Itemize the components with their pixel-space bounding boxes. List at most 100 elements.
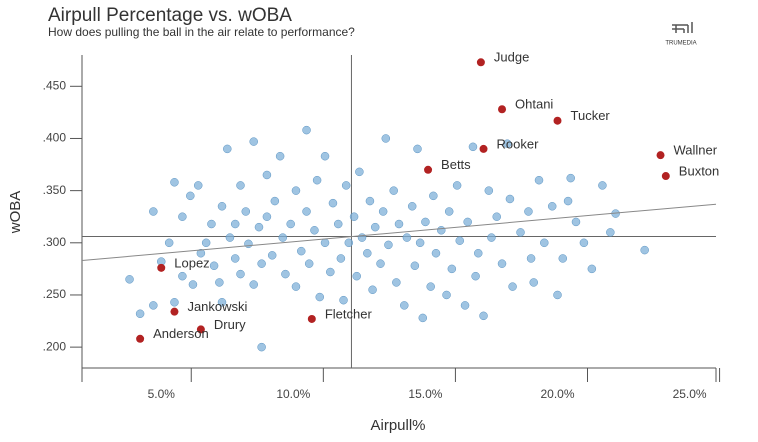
data-point — [149, 301, 158, 310]
data-point — [257, 259, 266, 268]
point-label: Tucker — [571, 108, 611, 123]
highlight-point — [661, 172, 670, 181]
data-point — [209, 261, 219, 271]
data-point — [291, 186, 301, 195]
point-label: Drury — [214, 317, 246, 332]
x-tick-label: 5.0% — [148, 387, 176, 401]
point-label: Betts — [441, 157, 471, 172]
data-point — [149, 207, 158, 216]
data-point — [315, 292, 324, 302]
point-label: Jankowski — [187, 299, 247, 314]
data-point — [460, 301, 470, 310]
data-point — [563, 196, 573, 206]
data-point — [244, 239, 253, 249]
data-point — [320, 151, 330, 161]
data-point — [281, 269, 290, 279]
data-point — [413, 144, 422, 154]
data-point — [598, 181, 607, 190]
x-tick-label: 10.0% — [276, 387, 310, 401]
data-point — [437, 226, 446, 235]
data-point — [341, 181, 351, 190]
data-point — [201, 238, 211, 248]
highlight-point — [479, 144, 488, 153]
data-point — [447, 264, 457, 274]
data-point — [442, 290, 451, 300]
data-point — [230, 254, 240, 263]
y-tick-label: .200 — [43, 339, 67, 353]
data-point — [587, 264, 597, 274]
data-point — [262, 170, 272, 180]
x-tick-label: 25.0% — [673, 387, 707, 401]
data-point — [217, 298, 227, 307]
data-point — [421, 217, 430, 227]
data-point — [553, 290, 562, 300]
data-point — [463, 217, 472, 227]
data-point — [402, 233, 412, 242]
data-point — [526, 254, 536, 263]
point-label: Ohtani — [515, 97, 553, 112]
highlight-point — [553, 116, 562, 125]
data-point — [135, 309, 145, 318]
highlight-point — [136, 334, 145, 343]
data-point — [215, 278, 224, 287]
data-point — [394, 219, 404, 229]
data-point — [164, 238, 174, 248]
data-point — [370, 222, 380, 232]
point-label: Lopez — [174, 255, 209, 270]
data-point — [474, 248, 483, 258]
data-point — [384, 240, 393, 250]
data-point — [254, 222, 264, 232]
highlight-point — [424, 165, 433, 174]
data-point — [320, 238, 330, 248]
data-point — [236, 181, 245, 190]
data-point — [207, 219, 216, 229]
x-tick-label: 15.0% — [408, 387, 442, 401]
data-point — [579, 238, 589, 248]
data-point — [400, 301, 409, 310]
data-point — [497, 259, 507, 268]
data-point — [236, 269, 245, 279]
data-point — [302, 207, 311, 216]
data-point — [487, 233, 496, 242]
data-point — [547, 202, 557, 211]
data-point — [178, 271, 187, 281]
data-point — [640, 245, 649, 255]
point-label: Fletcher — [325, 306, 373, 321]
data-point — [418, 313, 428, 323]
y-tick-label: .450 — [43, 78, 67, 92]
data-point — [363, 248, 372, 258]
data-point — [566, 173, 575, 183]
data-point — [310, 226, 319, 235]
brand-text: TRUMEDIA — [665, 41, 696, 47]
data-point — [558, 254, 568, 263]
data-point — [534, 175, 544, 185]
data-point — [304, 259, 314, 268]
data-point — [571, 217, 581, 227]
data-point — [339, 295, 348, 305]
x-tick-label: 20.0% — [540, 387, 574, 401]
data-point — [492, 212, 501, 221]
data-point — [230, 219, 240, 229]
data-point — [217, 202, 227, 211]
data-point — [344, 238, 354, 248]
chart-title: Airpull Percentage vs. wOBA — [48, 5, 292, 26]
data-point — [170, 178, 179, 187]
data-point — [196, 248, 206, 258]
data-point — [529, 278, 538, 287]
trend-line — [81, 203, 717, 262]
data-point — [431, 248, 441, 258]
data-point — [326, 267, 335, 277]
data-point — [352, 271, 361, 281]
data-point — [479, 311, 488, 321]
chart-subtitle: How does pulling the ball in the air rel… — [48, 25, 355, 39]
data-point — [505, 194, 515, 204]
data-point — [484, 186, 494, 195]
data-point — [249, 137, 258, 146]
data-point — [381, 134, 391, 143]
data-point — [410, 261, 420, 271]
data-point — [257, 342, 266, 352]
point-label: Rooker — [497, 136, 540, 151]
highlight-point — [170, 307, 179, 316]
data-point — [365, 196, 375, 206]
